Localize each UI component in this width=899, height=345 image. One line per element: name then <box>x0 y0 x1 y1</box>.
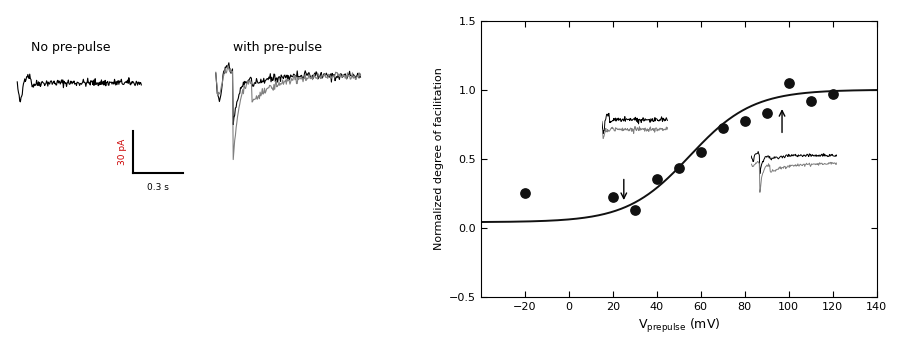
Point <box>518 190 532 196</box>
Point <box>804 98 818 104</box>
X-axis label: V$_{\mathregular{prepulse}}$ (mV): V$_{\mathregular{prepulse}}$ (mV) <box>637 317 720 335</box>
Point <box>716 126 730 131</box>
Point <box>760 110 774 116</box>
Point <box>650 177 664 182</box>
Text: 0.3 s: 0.3 s <box>147 183 169 192</box>
Y-axis label: Normalized degree of facilitation: Normalized degree of facilitation <box>433 67 443 250</box>
Text: with pre-pulse: with pre-pulse <box>234 41 322 55</box>
Point <box>606 195 620 200</box>
Point <box>672 166 686 171</box>
Point <box>825 91 840 97</box>
Point <box>737 119 752 124</box>
Point <box>781 80 796 86</box>
Point <box>693 149 708 155</box>
Point <box>628 207 642 213</box>
Text: No pre-pulse: No pre-pulse <box>31 41 111 55</box>
Text: 30 pA: 30 pA <box>118 139 127 165</box>
